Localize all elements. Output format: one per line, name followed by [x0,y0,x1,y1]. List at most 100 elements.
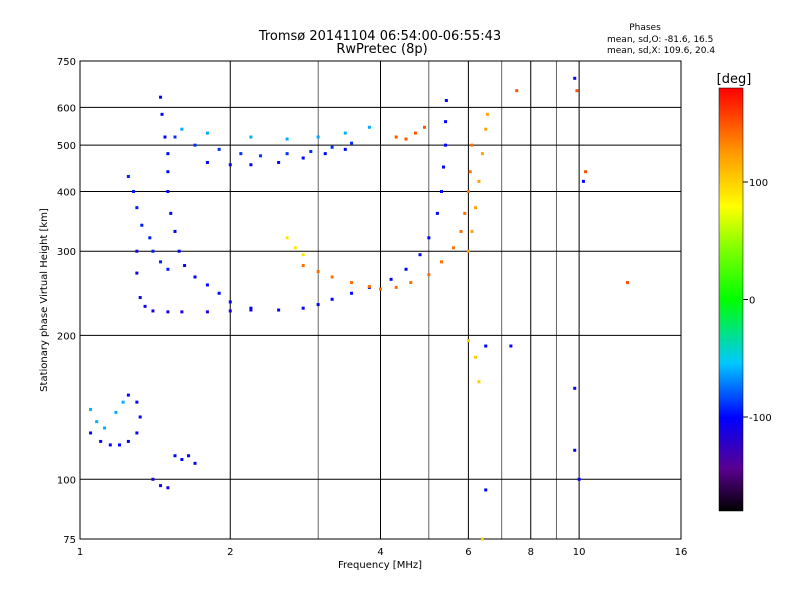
data-point [217,147,221,151]
data-point [418,253,422,257]
data-point [379,287,382,291]
data-point [573,386,577,390]
data-point [343,131,347,135]
y-axis-label: Stationary phase Virtual Height [km] [39,208,50,392]
data-point [477,179,481,183]
data-point [473,355,477,359]
data-point [151,249,155,253]
data-point [205,310,209,314]
data-point [413,131,417,135]
data-point [285,137,289,141]
data-point [249,308,253,312]
data-point [169,211,173,215]
axis-ticks: 1 2 4 6 8 10 16 75 100 200 300 400 500 600 750 [57,57,687,558]
data-point [135,206,139,210]
data-point [301,306,305,310]
data-point [625,281,629,285]
chart-subtitle: RwPretec (8p) [336,42,427,57]
data-point [126,393,130,397]
data-point [509,344,513,348]
data-point [350,281,354,285]
data-point [159,484,163,488]
data-points [89,76,629,541]
data-point [367,125,371,129]
x-tick-label: 16 [675,547,688,558]
data-point [140,223,144,227]
data-point [350,141,354,145]
data-point [187,454,191,458]
data-point [163,135,167,139]
data-point [470,143,474,147]
data-point [293,246,297,250]
data-point [575,89,579,93]
data-point [228,309,232,313]
data-point [166,170,170,174]
y-tick-label: 200 [57,331,76,342]
phase-info-o: mean, sd,O: -81.6, 16.5 [607,35,713,45]
data-point [285,236,289,240]
data-point [394,135,398,139]
x-tick-label: 1 [77,547,83,558]
y-tick-label: 750 [57,57,76,68]
data-point [466,249,470,253]
data-point [249,306,253,310]
y-tick-label: 600 [57,103,76,114]
phase-info-title: Phases [629,23,661,33]
data-point [451,246,455,250]
x-tick-label: 8 [528,547,534,558]
colorbar-tick-label: -100 [749,413,772,424]
y-tick-label: 400 [57,187,76,198]
data-point [480,152,484,156]
y-tick-label: 500 [57,141,76,152]
colorbar-ticks: 100 0 -100 [743,178,772,424]
data-point [239,152,243,156]
data-point [301,264,305,268]
data-point [463,211,467,215]
data-point [126,174,130,178]
data-point [103,426,107,430]
data-point [316,270,320,274]
data-point [217,291,221,295]
data-point [301,156,305,160]
y-tick-label: 100 [57,475,76,486]
data-point [466,339,470,343]
data-point [159,95,163,99]
data-point [180,310,184,314]
data-point [468,170,472,174]
data-point [444,143,448,147]
data-point [330,145,334,149]
data-point [249,135,253,139]
data-point [148,236,152,240]
data-point [484,127,488,131]
data-point [89,431,93,435]
colorbar [718,87,744,512]
chart-title: Tromsø 20141104 06:54:00-06:55:43 [258,29,501,44]
data-point [183,264,187,268]
data-point [193,275,197,279]
data-point [581,179,585,183]
data-point [515,89,519,93]
data-point [135,431,139,435]
data-point [277,308,281,312]
data-point [330,275,334,279]
data-point [577,477,581,481]
data-point [484,344,488,348]
data-point [466,189,470,193]
data-point [205,131,209,135]
data-point [205,283,209,287]
phase-info-x: mean, sd,X: 109.6, 20.4 [607,46,715,56]
data-point [343,147,347,151]
data-point [138,296,142,300]
data-point [151,477,155,481]
y-tick-label: 300 [57,247,76,258]
x-tick-label: 10 [573,547,586,558]
data-point [440,260,444,264]
data-point [159,260,163,264]
data-point [166,486,170,490]
data-point [470,229,474,233]
data-point [193,143,197,147]
data-point [259,154,263,158]
data-point [135,271,139,275]
x-tick-label: 4 [377,547,383,558]
data-point [440,189,444,193]
